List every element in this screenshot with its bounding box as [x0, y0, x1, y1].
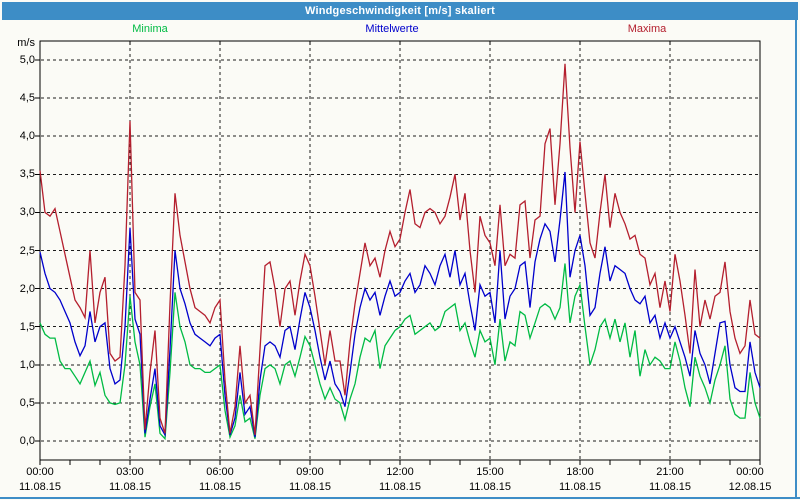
y-tick-label: 3,5: [19, 168, 35, 180]
x-tick-date-label: 11.08.15: [558, 481, 601, 493]
x-tick-date-label: 11.08.15: [648, 481, 691, 493]
x-tick-time-label: 15:00: [476, 466, 504, 478]
x-tick-time-label: 21:00: [656, 466, 684, 478]
x-tick-date-label: 11.08.15: [18, 481, 61, 493]
y-axis-unit-label: m/s: [17, 37, 35, 49]
x-tick-date-label: 11.08.15: [198, 481, 241, 493]
x-tick-date-label: 12.08.15: [728, 481, 772, 493]
x-tick-time-label: 00:00: [26, 466, 54, 478]
plot-frame: [39, 40, 761, 461]
y-tick-label: 0,0: [19, 435, 35, 447]
y-tick-label: 0,5: [19, 397, 35, 409]
x-tick-time-label: 18:00: [566, 466, 594, 478]
legend-label-maxima: Maxima: [627, 23, 667, 35]
x-tick-date-label: 11.08.15: [288, 481, 331, 493]
x-tick-time-label: 06:00: [206, 466, 234, 478]
x-tick-time-label: 00:00: [736, 466, 764, 478]
y-tick-label: 1,5: [19, 321, 35, 333]
y-tick-label: 2,0: [19, 283, 35, 295]
series-line-minima: [39, 263, 761, 441]
x-tick-time-label: 12:00: [386, 466, 414, 478]
series-line-mittelwerte: [39, 171, 761, 438]
window-title: Windgeschwindigkeit [m/s] skaliert: [304, 5, 496, 17]
x-tick-time-label: 03:00: [116, 466, 144, 478]
title-bar: Windgeschwindigkeit [m/s] skaliert: [2, 2, 798, 20]
x-tick-time-label: 09:00: [296, 466, 324, 478]
y-tick-label: 4,5: [19, 92, 35, 104]
y-tick-label: 3,0: [19, 206, 35, 218]
legend-label-mittelwerte: Mittelwerte: [365, 23, 419, 35]
x-tick-date-label: 11.08.15: [108, 481, 151, 493]
window-border-bottom: [0, 497, 800, 499]
y-tick-label: 1,0: [19, 359, 35, 371]
window-border-right: [795, 2, 797, 499]
y-tick-label: 5,0: [19, 54, 35, 66]
y-tick-label: 4,0: [19, 130, 35, 142]
x-tick-date-label: 11.08.15: [468, 481, 511, 493]
y-tick-label: 2,5: [19, 245, 35, 257]
legend-label-minima: Minima: [132, 23, 168, 35]
x-tick-date-label: 11.08.15: [378, 481, 421, 493]
series-line-maxima: [39, 63, 761, 435]
